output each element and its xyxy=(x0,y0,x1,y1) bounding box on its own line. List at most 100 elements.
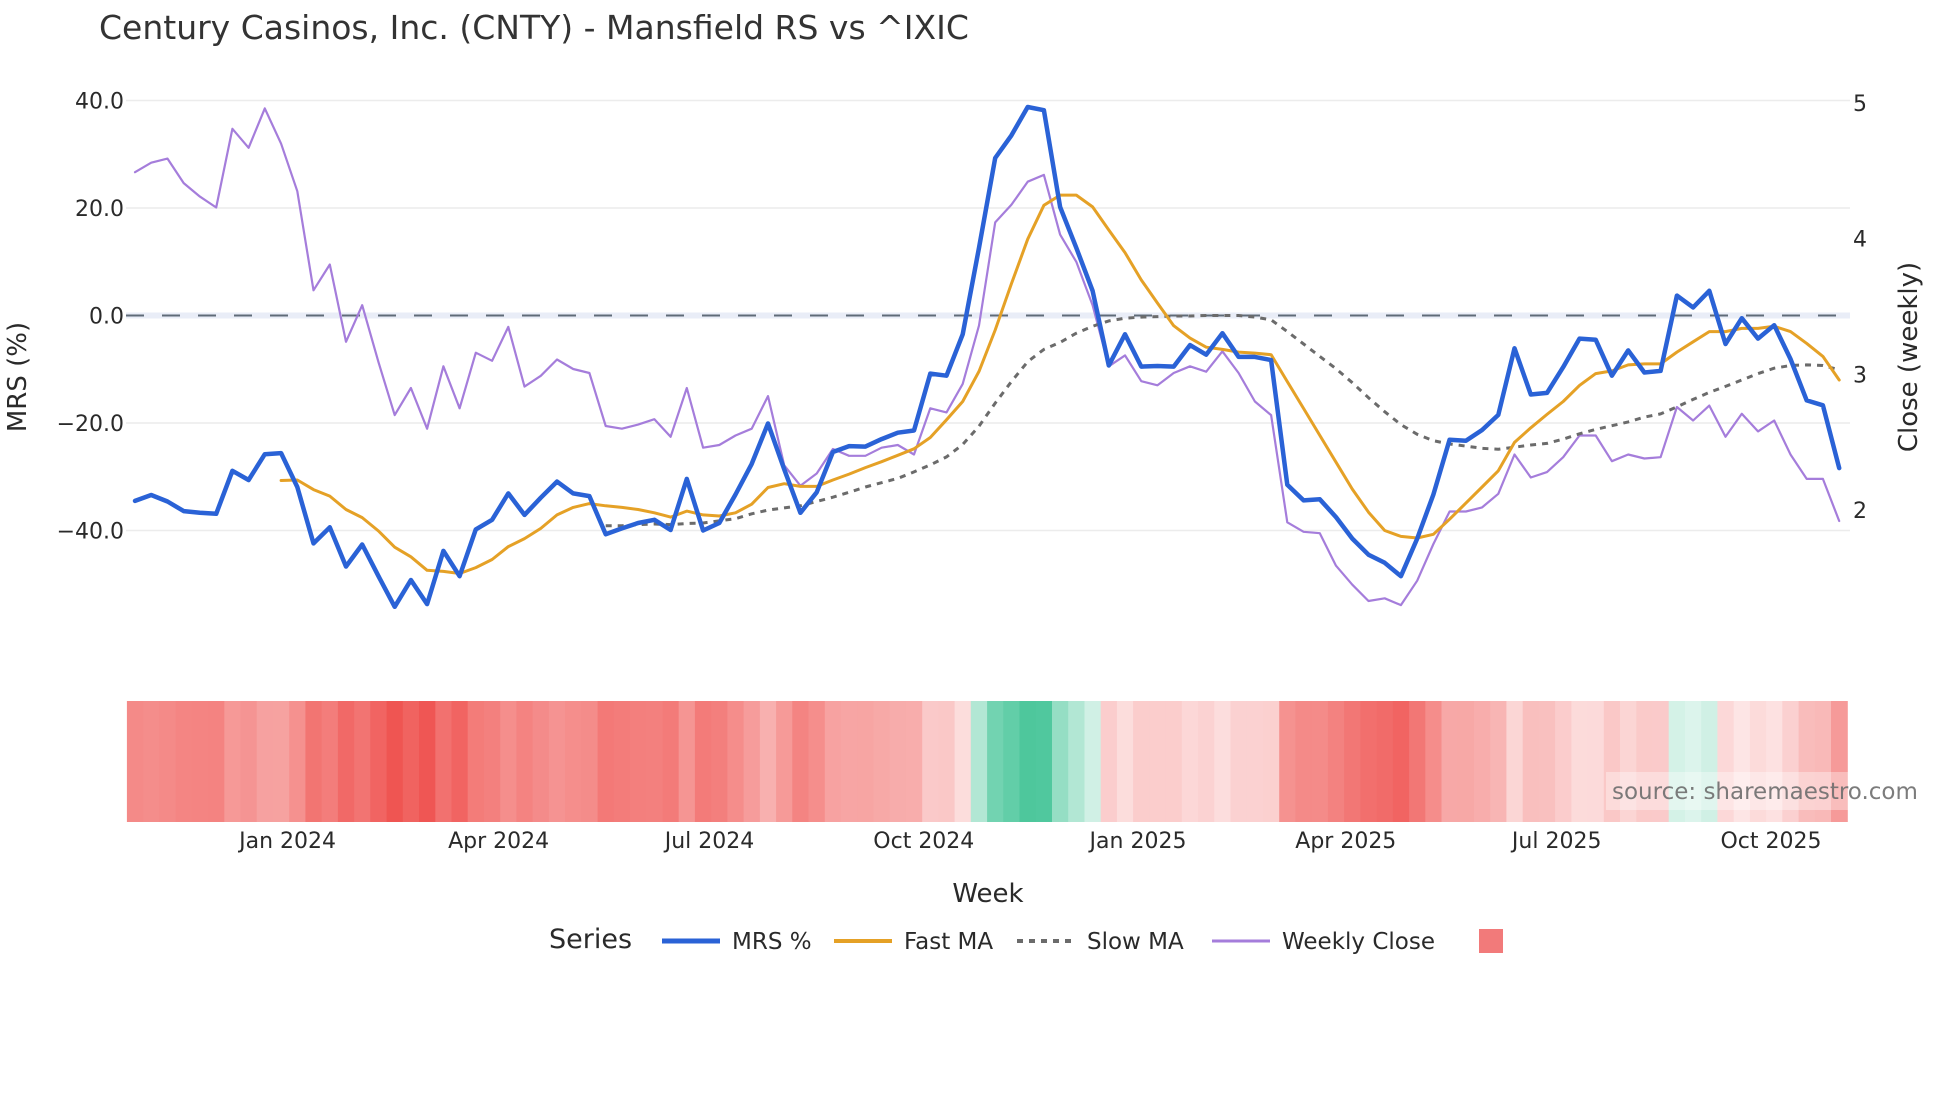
heatmap-cell xyxy=(1327,701,1345,822)
heatmap-cell xyxy=(1035,701,1053,822)
heatmap-cell xyxy=(1490,701,1507,822)
heatmap-cell xyxy=(419,701,436,822)
heatmap-cell xyxy=(808,701,826,822)
heatmap-cell xyxy=(1311,701,1329,822)
heatmap-cell xyxy=(273,701,290,822)
heatmap-cell xyxy=(1084,701,1102,822)
heatmap-cell xyxy=(873,701,891,822)
left-axis-ticks: 40.0 20.0 0.0 −20.0 −40.0 xyxy=(57,90,124,545)
legend-item-fast-ma[interactable]: Fast MA xyxy=(834,929,993,955)
heatmap-cell xyxy=(1068,701,1085,822)
heatmap-cell xyxy=(451,701,469,822)
left-axis-title: MRS (%) xyxy=(3,322,33,432)
heatmap-cell xyxy=(905,701,923,822)
heatmap-cell xyxy=(1376,701,1394,822)
heatmap-cell xyxy=(581,701,599,822)
heatmap-cell xyxy=(1263,701,1280,822)
heatmap-cell xyxy=(1133,701,1150,822)
heatmap-cell xyxy=(597,701,615,822)
heatmap-cell xyxy=(337,701,355,822)
heatmap-cell xyxy=(1409,701,1426,822)
y2-tick-label: 2 xyxy=(1853,499,1867,524)
heatmap-cell xyxy=(922,701,939,822)
legend-item-mrs[interactable]: MRS % xyxy=(662,929,812,955)
heatmap-cell xyxy=(240,701,258,822)
heatmap-cell xyxy=(402,701,420,822)
y-tick-label: 0.0 xyxy=(89,305,124,330)
y-tick-label: −40.0 xyxy=(57,520,124,545)
heatmap-cell xyxy=(1198,701,1215,822)
y2-tick-label: 4 xyxy=(1853,228,1867,253)
heatmap-cell xyxy=(1100,701,1118,822)
legend-label: Slow MA xyxy=(1087,929,1184,955)
series-weekly-close xyxy=(133,107,1841,607)
heatmap-cell xyxy=(792,701,810,822)
heatmap-cell xyxy=(613,701,631,822)
chart-title: Century Casinos, Inc. (CNTY) - Mansfield… xyxy=(99,8,969,47)
heatmap-cell xyxy=(159,701,177,822)
x-tick-label: Oct 2025 xyxy=(1720,829,1821,854)
heatmap-cell xyxy=(1425,701,1443,822)
heatmap-cell xyxy=(1474,701,1491,822)
heatmap-cell xyxy=(1814,701,1832,822)
heatmap-cell xyxy=(841,701,858,822)
x-tick-label: Jul 2025 xyxy=(1510,829,1602,854)
x-tick-label: Jul 2024 xyxy=(663,829,755,854)
heatmap-cell xyxy=(467,701,485,822)
heatmap-cell xyxy=(1701,701,1718,822)
heatmap-cell xyxy=(1181,701,1199,822)
heatmap-cell xyxy=(289,701,306,822)
heatmap-cell xyxy=(1165,701,1183,822)
heatmap-cell xyxy=(1636,701,1654,822)
heatmap-cell xyxy=(1003,701,1021,822)
heatmap-cell xyxy=(1668,701,1686,822)
heatmap-cell xyxy=(1344,701,1361,822)
legend-item-heatmap[interactable] xyxy=(1479,929,1503,953)
right-axis-title: Close (weekly) xyxy=(1894,262,1924,452)
heatmap-cell xyxy=(857,701,874,822)
heatmap-cell xyxy=(1749,701,1767,822)
y-tick-label: −20.0 xyxy=(57,412,124,437)
heatmap-cell xyxy=(776,701,793,822)
heatmap-cell xyxy=(1538,701,1556,822)
heatmap-cell xyxy=(548,701,566,822)
heatmap-cell xyxy=(1052,701,1069,822)
legend-title: Series xyxy=(549,924,632,955)
heatmap-cell xyxy=(256,701,274,822)
heatmap-cell xyxy=(646,701,663,822)
x-axis-title: Week xyxy=(952,879,1023,909)
legend: Series MRS % Fast MA Slow MA Weekly Close xyxy=(549,924,1503,955)
heatmap-cell xyxy=(1214,701,1232,822)
heatmap-cell xyxy=(305,701,323,822)
heatmap-cell xyxy=(1392,701,1410,822)
heatmap-cell xyxy=(824,701,842,822)
mrs-heatmap-strip xyxy=(126,701,1848,822)
heatmap-cell xyxy=(1798,701,1816,822)
heatmap-cell xyxy=(889,701,907,822)
heatmap-cell xyxy=(678,701,696,822)
heatmap-cell xyxy=(1116,701,1134,822)
heatmap-cell xyxy=(1441,701,1459,822)
heatmap-cell xyxy=(1279,701,1296,822)
heatmap-cell xyxy=(386,701,404,822)
heatmap-cell xyxy=(532,701,550,822)
series-mrs xyxy=(132,104,1842,610)
legend-item-slow-ma[interactable]: Slow MA xyxy=(1017,929,1184,955)
heatmap-cell xyxy=(224,701,242,822)
right-axis-ticks: 5 4 3 2 xyxy=(1853,92,1867,524)
heatmap-cell xyxy=(516,701,534,822)
heatmap-cell xyxy=(711,701,728,822)
heatmap-cell xyxy=(1149,701,1167,822)
x-tick-label: Oct 2024 xyxy=(873,829,974,854)
y2-tick-label: 3 xyxy=(1853,363,1867,388)
heatmap-cell xyxy=(565,701,582,822)
heatmap-cell xyxy=(126,701,144,822)
legend-item-weekly-close[interactable]: Weekly Close xyxy=(1212,929,1435,955)
heatmap-cell xyxy=(1230,701,1248,822)
heatmap-cell xyxy=(938,701,956,822)
legend-swatch-square-icon xyxy=(1479,929,1503,953)
heatmap-cell xyxy=(1717,701,1735,822)
heatmap-cell xyxy=(435,701,453,822)
heatmap-cell xyxy=(1620,701,1637,822)
source-watermark: source: sharemaestro.com xyxy=(1612,779,1918,805)
